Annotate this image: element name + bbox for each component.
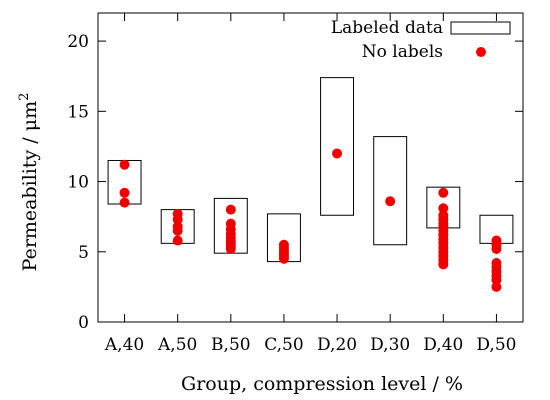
data-point [278, 253, 289, 264]
legend-box-swatch [450, 21, 511, 35]
data-point [119, 159, 130, 170]
y-axis-label: Permeability / μm2 [17, 93, 41, 272]
x-axis-label: Group, compression level / % [181, 373, 463, 395]
no-label-points [119, 148, 502, 292]
y-tick-label: 0 [78, 313, 89, 333]
data-point [119, 187, 130, 198]
data-point [172, 235, 183, 246]
axes: 0 5 10 15 20 A,40 A,50 B,50 C,50 D,20 D,30 D,40 D,50 [67, 12, 524, 355]
data-point [225, 243, 236, 254]
data-point [172, 225, 183, 236]
x-tick-label: A,50 [157, 335, 197, 355]
data-point [438, 259, 449, 270]
data-point [225, 204, 236, 215]
x-tick-label: A,40 [104, 335, 144, 355]
data-point [491, 243, 502, 254]
range-box [320, 77, 355, 216]
x-tick-label: D,50 [476, 335, 516, 355]
legend-boxes-label: Labeled data [331, 18, 443, 38]
data-point [438, 187, 449, 198]
y-tick-label: 15 [67, 102, 89, 122]
data-point [438, 203, 449, 214]
data-point [172, 214, 183, 225]
data-point [332, 148, 343, 159]
y-tick-label: 10 [67, 173, 89, 193]
data-point [491, 274, 502, 285]
data-point [491, 281, 502, 292]
y-tick-label: 5 [78, 243, 89, 263]
x-tick-label: B,50 [211, 335, 251, 355]
data-point [119, 197, 130, 208]
legend: Labeled data No labels [331, 18, 511, 62]
legend-point-swatch [476, 47, 486, 57]
x-tick-label: C,50 [264, 335, 303, 355]
x-tick-label: D,30 [370, 335, 410, 355]
legend-points-label: No labels [362, 42, 443, 62]
labeled-data-boxes [107, 77, 514, 263]
x-tick-label: D,40 [423, 335, 463, 355]
y-tick-label: 20 [67, 32, 89, 52]
plot-frame [97, 12, 524, 323]
x-tick-label: D,20 [317, 335, 357, 355]
data-point [385, 196, 396, 207]
range-box [373, 136, 408, 246]
